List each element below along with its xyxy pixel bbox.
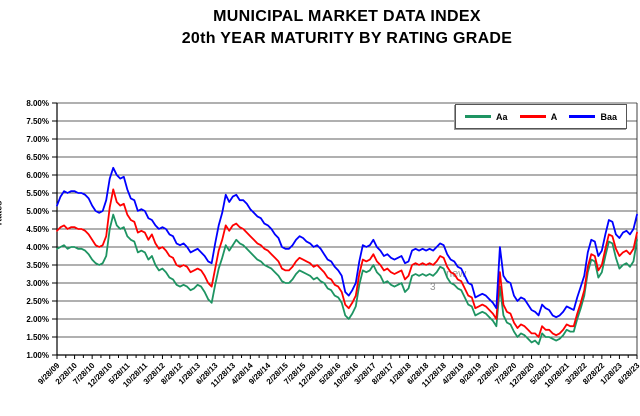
legend-label-baa: Baa: [600, 111, 617, 122]
y-tick-label: 5.00%: [26, 207, 49, 216]
y-tick-label: 4.00%: [26, 243, 49, 252]
y-tick-label: 3.50%: [26, 261, 49, 270]
legend-label-a: A: [550, 111, 558, 122]
legend-box: Aa A Baa: [455, 104, 627, 129]
y-tick-label: 6.00%: [26, 171, 49, 180]
y-tick-label: 4.50%: [26, 225, 49, 234]
legend-line-swatch-aa: [465, 115, 491, 118]
y-tick-label: 1.50%: [26, 333, 49, 342]
legend-line-swatch-a: [519, 115, 546, 118]
chart-annotation: 3: [430, 282, 436, 293]
y-tick-label: 7.00%: [26, 135, 49, 144]
legend-line-swatch-baa: [569, 115, 596, 118]
legend-item-baa: Baa: [569, 112, 617, 122]
chart-title-line2: 20th YEAR MATURITY BY RATING GRADE: [181, 30, 513, 47]
series-line-baa: [56, 166, 638, 319]
y-tick-label: 7.50%: [26, 117, 49, 126]
series-line-a: [56, 188, 638, 338]
y-tick-label: 5.50%: [26, 189, 49, 198]
y-tick-label: 2.50%: [26, 297, 49, 306]
series-line-aa: [56, 213, 638, 346]
legend-label-aa: Aa: [496, 111, 508, 122]
chart-title: MUNICIPAL MARKET DATA INDEX 20th YEAR MA…: [57, 6, 637, 50]
y-tick-label: 6.50%: [26, 153, 49, 162]
legend-item-aa: Aa: [465, 112, 508, 122]
legend-item-a: A: [519, 111, 558, 122]
chart-annotation: new: [446, 268, 466, 280]
chart-title-line1: MUNICIPAL MARKET DATA INDEX: [213, 8, 481, 25]
y-tick-label: 3.00%: [26, 279, 49, 288]
y-tick-label: 2.00%: [26, 315, 49, 324]
y-tick-label: 1.00%: [26, 351, 49, 360]
y-tick-label: 8.00%: [26, 99, 49, 108]
